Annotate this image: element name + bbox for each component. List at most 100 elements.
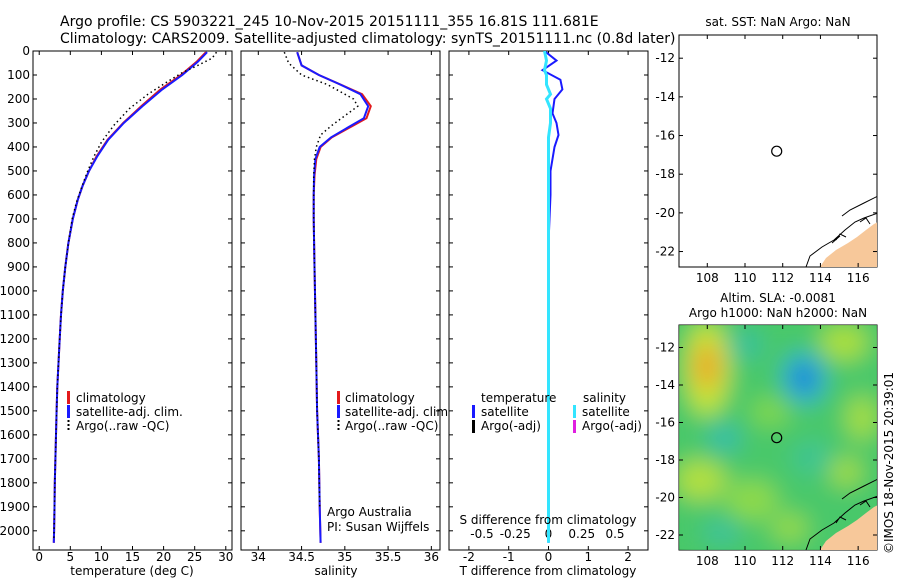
map-y-tick-label: -20 [655,206,675,220]
sla-blob [704,522,740,542]
y-tick-label: 500 [7,164,30,178]
sla-blob [708,424,740,452]
legend-label-climatology: climatology [76,391,146,405]
map-y-tick-label: -18 [655,167,675,181]
legend-swatch-t-argo [472,420,475,433]
series-line-satellite-adj-clim- [296,51,370,543]
y-tick-label: 1400 [0,380,30,394]
x-tick-label: -1 [503,550,515,564]
y-tick-label: 700 [7,212,30,226]
x-tick-label: 35 [337,550,352,564]
legend-label-s-satellite: satellite [582,405,630,419]
map-y-tick-label: -16 [655,416,675,430]
y-tick-label: 1600 [0,428,30,442]
x-tick-label: 35.5 [375,550,402,564]
sla-blob [820,325,868,360]
legend-title-temperature: temperature [481,391,556,405]
sla-map-x-ticks: 108 110 112 114 116 [696,325,870,568]
legend-swatch-climatology [337,391,340,404]
map-y-tick-label: -16 [655,129,675,143]
x-tick-label: 34.5 [288,550,315,564]
x-tick-label: 0 [545,550,553,564]
sla-blob [792,364,816,392]
map-x-tick-label: 108 [696,271,719,285]
map-y-tick-label: -14 [655,378,675,392]
salinity-y-tick-marks [241,50,440,532]
x-tick-label: 36 [424,550,439,564]
difference-y-tick-marks [449,50,648,532]
difference-series [540,51,564,543]
annotation-pi: PI: Susan Wijffels [327,520,429,534]
argo-position-marker [771,145,783,157]
y-tick-label: 1200 [0,332,30,346]
map-x-tick-label: 116 [847,554,870,568]
legend-swatch-s-satellite [573,405,576,418]
salinity-axes-frame [240,50,441,551]
map-x-tick-label: 114 [809,271,832,285]
y-tick-label: 100 [7,68,30,82]
sla-map-coastline [805,478,877,550]
map-x-tick-label: 112 [771,554,794,568]
sla-map-title: Altim. SLA: -0.0081 [720,291,836,305]
figure-title-line1: Argo profile: CS 5903221_245 10-Nov-2015… [60,14,599,30]
y-tick-label: 900 [7,260,30,274]
map-x-tick-label: 110 [734,554,757,568]
y-tick-label: 1300 [0,356,30,370]
series-line-argo-raw-qc- [53,51,218,541]
argo-position-marker [771,432,783,444]
x-tick-label: 2 [624,550,632,564]
difference-panel: -2 -1 0 1 2 -0.5 -0.25 0 0.25 0.5 S difference f… [448,50,649,578]
difference-legend: temperature salinity satellite Argo(-adj… [472,391,642,433]
figure-title-line2: Climatology: CARS2009. Satellite-adjuste… [60,31,675,47]
legend-label-s-argo: Argo(-adj) [582,419,642,433]
x-tick-label: 15 [125,550,140,564]
y-tick-label: 1900 [0,500,30,514]
temperature-legend: climatology satellite-adj. clim. Argo(..… [67,391,183,433]
temperature-x-ticks: 0 5 10 15 20 25 30 [35,51,233,564]
sla-map-y-ticks: -12 -14 -16 -18 -20 -22 [655,341,877,542]
legend-label-argo: Argo(..raw -QC) [345,419,438,433]
sla-map-subtitle: Argo h1000: NaN h2000: NaN [689,306,867,320]
y-tick-label: 200 [7,92,30,106]
legend-label-satellite: satellite-adj. clim. [76,405,183,419]
map-y-tick-label: -20 [655,491,675,505]
map-y-tick-label: -22 [655,528,675,542]
x-tick-label: 0 [35,550,43,564]
legend-label-climatology: climatology [345,391,415,405]
salinity-x-label: salinity [314,564,357,578]
sla-blob [792,442,832,474]
sst-map-title: sat. SST: NaN Argo: NaN [705,15,850,29]
temperature-series [52,51,218,543]
y-tick-label: 600 [7,188,30,202]
sla-blob [726,480,778,520]
x-tick-label: 34 [251,550,266,564]
legend-label-argo: Argo(..raw -QC) [76,419,169,433]
legend-label-t-argo: Argo(-adj) [481,419,541,433]
sst-map-land [820,222,877,267]
sla-map-panel: Altim. SLA: -0.0081 Argo h1000: NaN h200… [655,291,896,568]
sla-blob [772,514,808,542]
y-tick-label: 2000 [0,524,30,538]
legend-label-t-satellite: satellite [481,405,529,419]
annotation-argo-australia: Argo Australia [327,505,412,519]
sla-blob [846,396,877,440]
sst-map-x-ticks: 108 110 112 114 116 [696,35,870,285]
legend-swatch-t-satellite [472,405,475,418]
temperature-panel: 0 5 10 15 20 25 30 0 100 200 300 400 500 600 700 800 90… [0,44,233,578]
s-x-tick-label: -0.25 [500,527,531,541]
sla-blob [727,331,763,359]
legend-label-satellite: satellite-adj. clim. [345,405,452,419]
y-tick-label: 1800 [0,476,30,490]
sla-heatmap [679,325,877,550]
legend-swatch-satellite [337,405,340,418]
s-difference-label: S difference from climatology [460,513,637,527]
t-difference-x-ticks: -2 -1 0 1 2 [463,51,632,564]
map-y-tick-label: -12 [655,51,675,65]
salinity-series [283,51,372,543]
salinity-legend: climatology satellite-adj. clim. Argo(..… [337,391,452,433]
sla-blob [830,458,862,486]
x-tick-label: 25 [187,550,202,564]
s-x-tick-label: -0.5 [470,527,493,541]
map-y-tick-label: -14 [655,90,675,104]
temperature-axes-frame [32,50,233,551]
